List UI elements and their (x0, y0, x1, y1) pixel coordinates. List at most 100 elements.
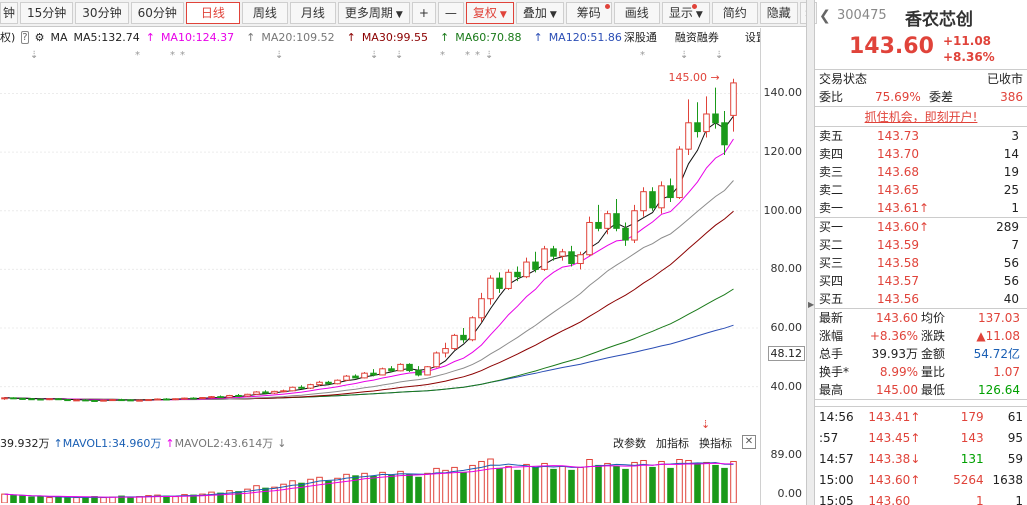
bid-row[interactable]: 买五 143.56 40 (815, 290, 1027, 308)
bid-row[interactable]: 买四 143.57 56 (815, 272, 1027, 290)
margin-trading-button[interactable]: 融资融券 (674, 31, 719, 44)
edit-params-button[interactable]: 改参数 (613, 437, 646, 450)
candle-body[interactable] (361, 372, 368, 379)
candle-body[interactable] (280, 390, 287, 393)
candle-body[interactable] (622, 227, 629, 241)
event-marker-icon[interactable]: ⇣ (715, 50, 723, 61)
event-marker-icon[interactable]: ⇣ (395, 50, 403, 61)
candle-body[interactable] (388, 368, 395, 372)
candle-body[interactable] (109, 399, 116, 402)
candle-body[interactable] (469, 317, 476, 341)
candle-body[interactable] (28, 398, 35, 401)
candle-body[interactable] (91, 399, 98, 402)
candle-body[interactable] (298, 386, 305, 389)
candle-body[interactable] (658, 185, 665, 209)
period-15min-button[interactable]: 15分钟 (20, 2, 74, 24)
candle-body[interactable] (172, 398, 179, 401)
period-60min-button[interactable]: 60分钟 (130, 2, 184, 24)
candle-body[interactable] (163, 398, 170, 401)
period-daily-button[interactable]: 日线 (185, 2, 240, 24)
ask-row[interactable]: 卖四 143.70 14 (815, 145, 1027, 163)
candle-body[interactable] (397, 363, 404, 372)
ask-row[interactable]: 卖五 143.73 3 (815, 127, 1027, 145)
candle-body[interactable] (100, 399, 107, 402)
candle-body[interactable] (82, 399, 89, 402)
candle-body[interactable] (181, 397, 188, 400)
simple-button[interactable]: 简约 (711, 2, 758, 24)
candle-body[interactable] (307, 384, 314, 389)
event-marker-icon[interactable]: ⇣ (275, 50, 283, 61)
ask-row[interactable]: 卖一 143.61↑ 1 (815, 199, 1027, 217)
candle-body[interactable] (703, 113, 710, 133)
event-marker-icon[interactable]: * (135, 50, 140, 61)
candle-body[interactable] (640, 191, 647, 212)
volume-chart[interactable] (0, 455, 760, 503)
candle-body[interactable] (190, 397, 197, 400)
candle-body[interactable] (712, 113, 719, 124)
event-marker-icon[interactable]: * (465, 50, 470, 61)
candle-body[interactable] (217, 396, 224, 399)
period-monthly-button[interactable]: 月线 (289, 2, 336, 24)
adjust-dropdown[interactable]: 复权 ▼ (465, 2, 514, 24)
bid-row[interactable]: 买二 143.59 7 (815, 236, 1027, 254)
signal-s-icon[interactable]: ⇣ (701, 418, 710, 431)
overlay-dropdown[interactable]: 叠加 ▼ (515, 2, 564, 24)
candle-body[interactable] (379, 368, 386, 376)
candle-body[interactable] (460, 334, 467, 341)
candle-body[interactable] (253, 391, 260, 395)
bid-row[interactable]: 买三 143.58 56 (815, 254, 1027, 272)
period-30min-button[interactable]: 30分钟 (75, 2, 129, 24)
candle-body[interactable] (127, 399, 134, 402)
candle-body[interactable] (595, 221, 602, 229)
candle-body[interactable] (577, 254, 584, 265)
candle-body[interactable] (559, 251, 566, 257)
candle-body[interactable] (136, 399, 143, 402)
candle-body[interactable] (568, 251, 575, 265)
candle-body[interactable] (289, 386, 296, 392)
event-marker-icon[interactable]: * (170, 50, 175, 61)
candle-body[interactable] (370, 372, 377, 376)
candle-body[interactable] (118, 399, 125, 402)
candle-body[interactable] (334, 379, 341, 385)
more-periods-dropdown[interactable]: 更多周期 ▼ (337, 2, 410, 24)
candle-body[interactable] (352, 375, 359, 379)
candle-body[interactable] (262, 391, 269, 394)
candle-body[interactable] (55, 398, 62, 401)
draw-line-button[interactable]: 画线 (613, 2, 660, 24)
candle-body[interactable] (343, 375, 350, 381)
candle-body[interactable] (604, 213, 611, 229)
ma-gear-icon[interactable]: ⚙ (34, 30, 45, 44)
candle-body[interactable] (10, 397, 17, 400)
candle-body[interactable] (415, 370, 422, 376)
candle-body[interactable] (730, 82, 737, 116)
candle-body[interactable] (613, 213, 620, 229)
display-dropdown[interactable]: 显示 ▼ (661, 2, 710, 24)
promo-link[interactable]: 抓住机会，即刻开户! (815, 107, 1027, 127)
hk-connect-button[interactable]: 深股通 (623, 31, 657, 44)
event-marker-icon[interactable]: * (180, 50, 185, 61)
candle-body[interactable] (667, 185, 674, 199)
candle-body[interactable] (505, 271, 512, 289)
candle-body[interactable] (541, 248, 548, 270)
candle-body[interactable] (244, 393, 251, 397)
candle-body[interactable] (406, 363, 413, 372)
ask-row[interactable]: 卖二 143.65 25 (815, 181, 1027, 199)
ma-settings-dropdown[interactable]: 设置均线 ▼ (745, 29, 760, 45)
candle-body[interactable] (145, 399, 152, 402)
candle-body[interactable] (550, 248, 557, 257)
chips-button[interactable]: 筹码 (565, 2, 612, 24)
help-icon[interactable]: ? (21, 30, 29, 44)
candle-body[interactable] (442, 348, 449, 354)
hide-button[interactable]: 隐藏 (759, 2, 798, 24)
candle-body[interactable] (649, 191, 656, 209)
candle-body[interactable] (433, 352, 440, 368)
candle-body[interactable] (496, 277, 503, 289)
candle-body[interactable] (676, 148, 683, 199)
candlestick-chart[interactable]: 145.00 → ⇣ * * * ⇣ ⇣ ⇣ * * * ⇣ * ⇣ ⇣ ⇣ (0, 46, 760, 432)
candle-body[interactable] (586, 221, 593, 256)
period-weekly-button[interactable]: 周线 (241, 2, 288, 24)
candle-body[interactable] (451, 334, 458, 350)
candle-body[interactable] (532, 261, 539, 270)
candle-body[interactable] (64, 399, 71, 402)
candle-body[interactable] (424, 366, 431, 376)
